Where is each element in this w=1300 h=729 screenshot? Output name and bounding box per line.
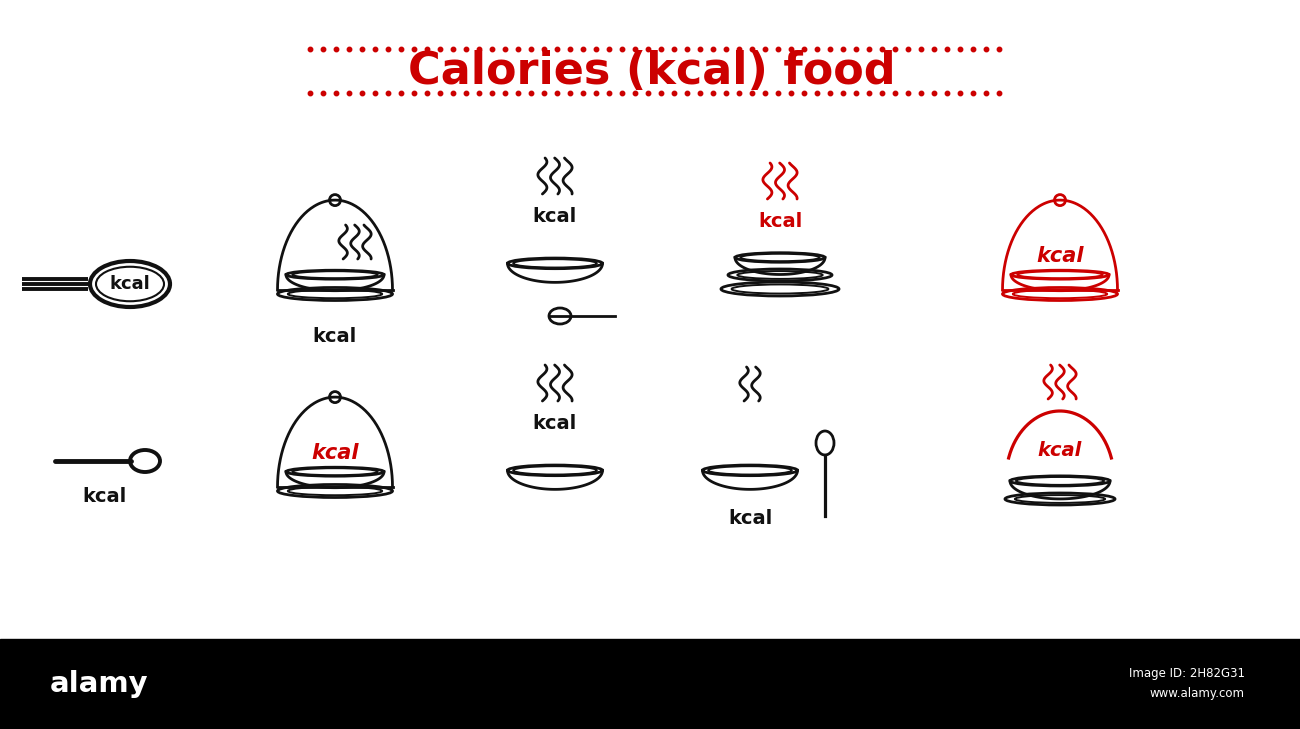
Text: www.alamy.com: www.alamy.com xyxy=(1150,687,1245,701)
Text: kcal: kcal xyxy=(533,413,577,432)
Text: kcal: kcal xyxy=(533,206,577,225)
Text: kcal: kcal xyxy=(109,275,151,293)
Text: Calories (kcal) food: Calories (kcal) food xyxy=(408,50,896,93)
Bar xyxy=(0,639,1300,729)
Text: kcal: kcal xyxy=(728,510,772,529)
Text: kcal: kcal xyxy=(313,327,358,346)
Text: kcal: kcal xyxy=(311,443,359,463)
Text: alamy: alamy xyxy=(49,670,148,698)
Text: kcal: kcal xyxy=(1036,246,1084,266)
Text: kcal: kcal xyxy=(1037,441,1082,460)
Text: kcal: kcal xyxy=(83,486,127,505)
Text: Image ID: 2H82G31: Image ID: 2H82G31 xyxy=(1128,668,1245,680)
Text: kcal: kcal xyxy=(758,211,802,230)
